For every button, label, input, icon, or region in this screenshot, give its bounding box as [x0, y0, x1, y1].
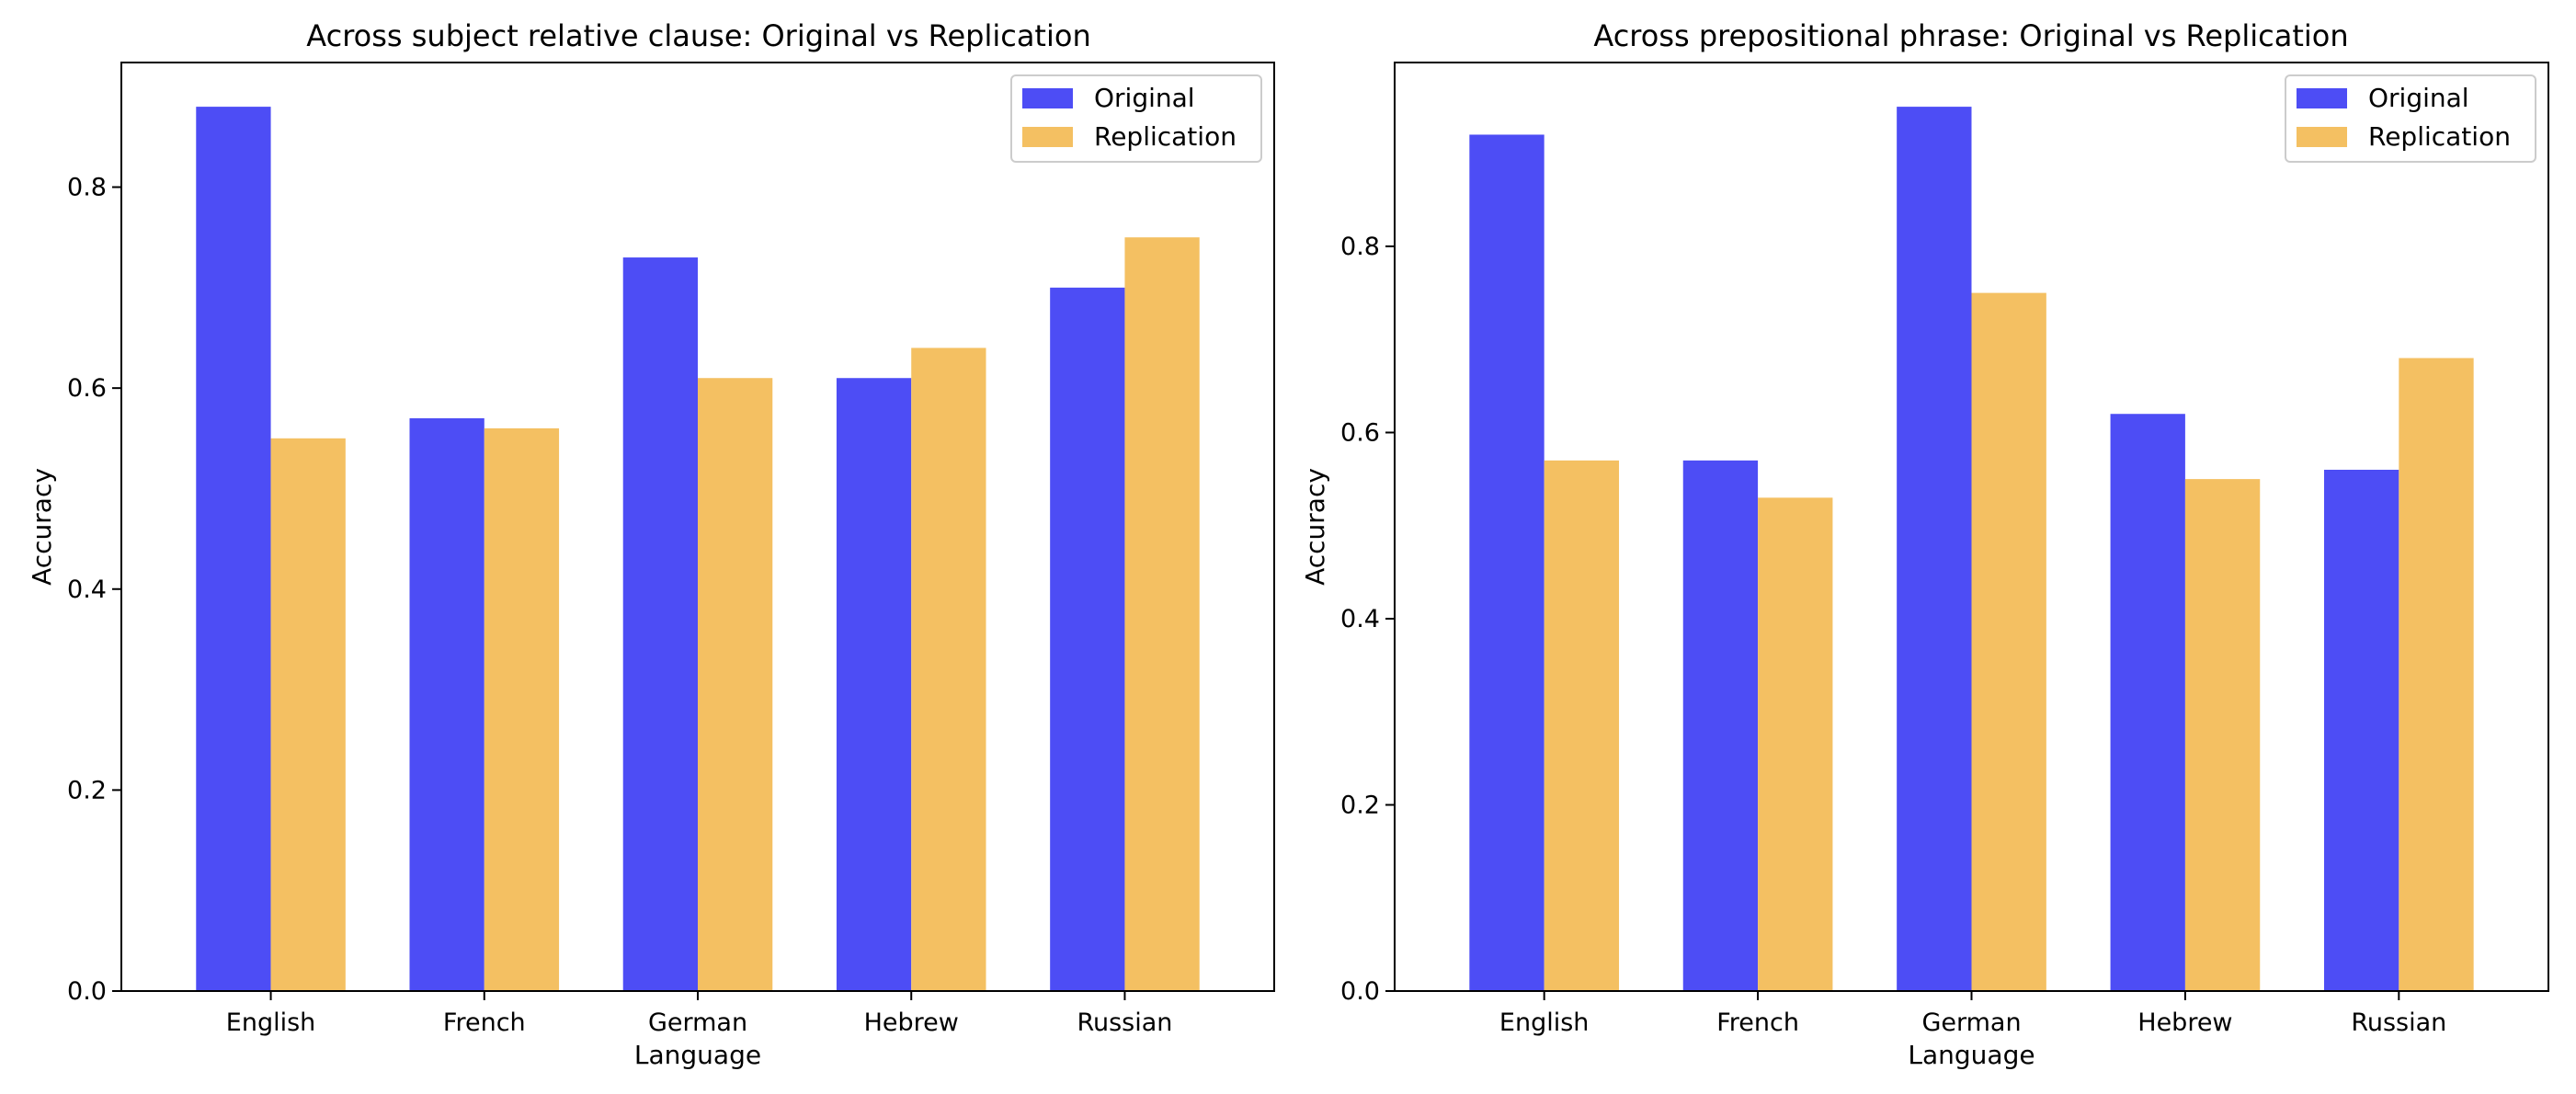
bar-replication-hebrew: [2184, 479, 2261, 991]
legend-swatch-replication: [1022, 127, 1073, 147]
y-tick-label: 0.4: [67, 575, 107, 604]
bar-replication-french: [484, 427, 560, 991]
y-axis-label: Accuracy: [1300, 468, 1330, 586]
bar-replication-english: [1544, 460, 1620, 991]
chart-title: Across subject relative clause: Original…: [306, 18, 1090, 53]
legend-box: [1010, 74, 1262, 163]
x-axis-label: Language: [1908, 1040, 2035, 1070]
x-tick-label: Russian: [1077, 1009, 1172, 1037]
legend-swatch-original: [2297, 88, 2347, 108]
y-tick-label: 0.2: [1340, 791, 1380, 819]
bar-replication-russian: [1124, 237, 1200, 991]
legend-box: [2285, 74, 2536, 163]
y-tick-label: 0.6: [67, 374, 107, 403]
chart-prepositional-phrase: Across prepositional phrase: Original vs…: [1300, 18, 2549, 1070]
bar-original-english: [196, 107, 271, 992]
bar-original-english: [1469, 134, 1544, 992]
x-tick-label: Hebrew: [2137, 1009, 2232, 1037]
bar-original-hebrew: [836, 378, 912, 992]
x-tick-label: German: [1921, 1009, 2021, 1037]
legend: Original Replication: [1010, 74, 1262, 163]
y-tick-label: 0.2: [67, 776, 107, 804]
legend-label-original: Original: [1094, 83, 1195, 113]
legend-swatch-replication: [2297, 127, 2347, 147]
x-tick-label: German: [648, 1009, 747, 1037]
bar-original-russian: [1050, 287, 1125, 992]
chart-title: Across prepositional phrase: Original vs…: [1593, 18, 2348, 53]
bar-replication-english: [270, 438, 346, 991]
chart-subject-relative-clause: Across subject relative clause: Original…: [27, 18, 1275, 1070]
y-axis-label: Accuracy: [27, 468, 57, 586]
bar-original-french: [409, 417, 484, 991]
legend-label-replication: Replication: [1094, 121, 1237, 152]
y-tick-label: 0.8: [67, 174, 107, 202]
bar-replication-german: [698, 378, 773, 992]
x-tick-label: English: [226, 1009, 316, 1037]
bar-original-german: [622, 257, 698, 991]
y-tick-label: 0.6: [1340, 418, 1380, 447]
bar-replication-french: [1758, 497, 1833, 991]
x-tick-label: Russian: [2351, 1009, 2446, 1037]
y-tick-label: 0.4: [1340, 605, 1380, 633]
legend-label-replication: Replication: [2368, 121, 2511, 152]
legend-label-original: Original: [2368, 83, 2469, 113]
bar-original-russian: [2323, 469, 2399, 992]
y-tick-label: 0.0: [1340, 977, 1380, 1006]
x-tick-label: Hebrew: [864, 1009, 959, 1037]
bar-replication-russian: [2399, 358, 2474, 992]
legend-swatch-original: [1022, 88, 1073, 108]
bar-replication-hebrew: [911, 348, 986, 991]
x-tick-label: French: [443, 1009, 526, 1037]
x-tick-label: French: [1716, 1009, 1799, 1037]
y-tick-label: 0.8: [1340, 233, 1380, 261]
bar-original-german: [1897, 107, 1972, 992]
legend: Original Replication: [2285, 74, 2536, 163]
bar-replication-german: [1971, 292, 2046, 992]
bar-original-hebrew: [2110, 414, 2185, 992]
x-tick-label: English: [1499, 1009, 1590, 1037]
bar-original-french: [1682, 460, 1759, 991]
y-tick-label: 0.0: [67, 977, 107, 1006]
x-axis-label: Language: [634, 1040, 761, 1070]
